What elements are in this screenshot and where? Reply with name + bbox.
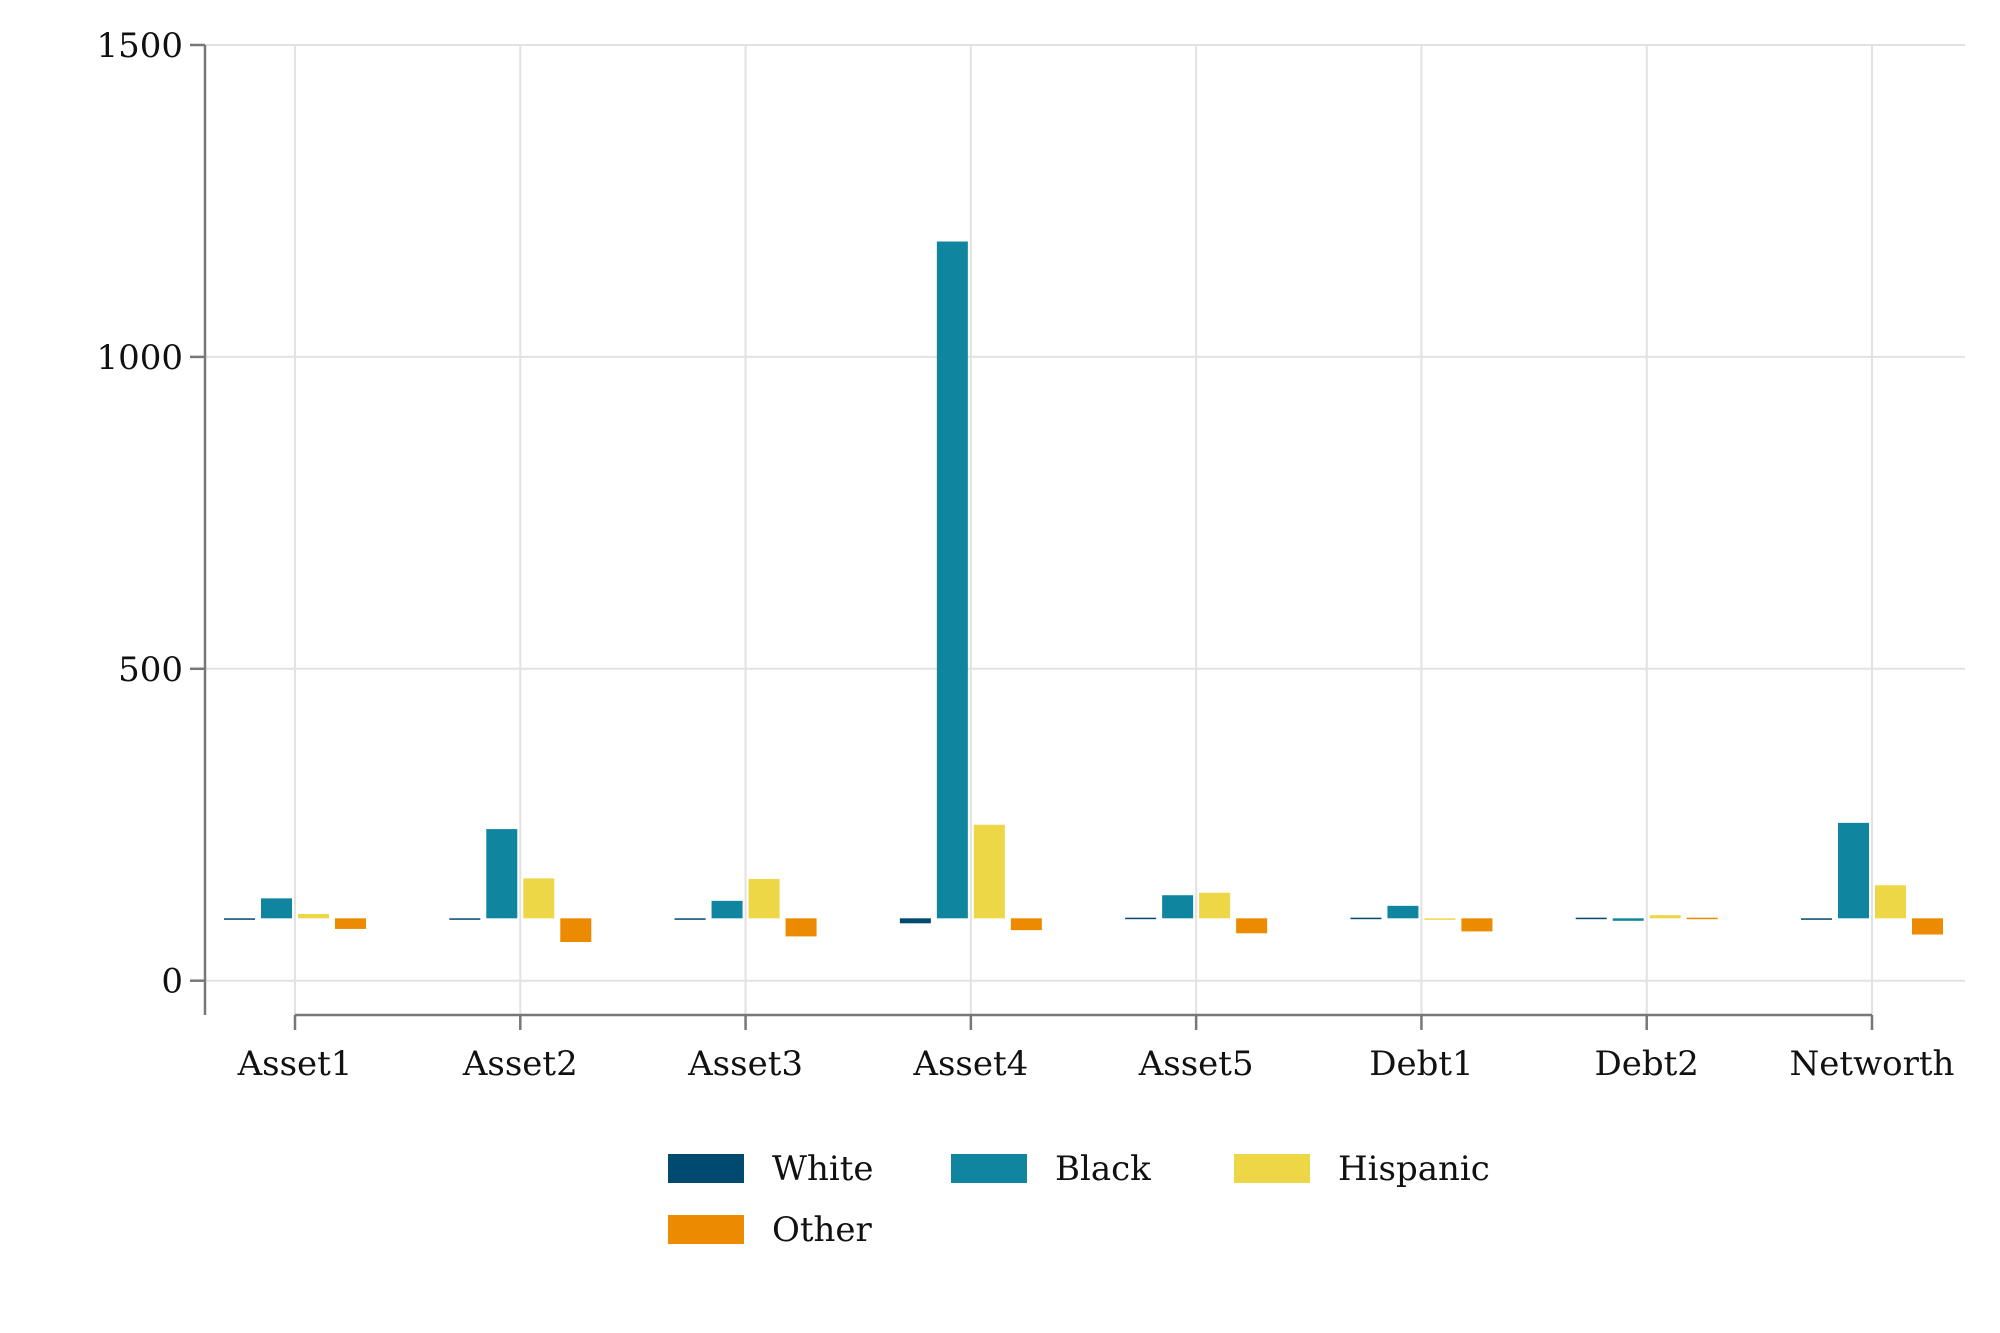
bar-hispanic-debt1 bbox=[1424, 918, 1456, 920]
bar-white-debt2 bbox=[1575, 917, 1607, 920]
bar-hispanic-asset3 bbox=[748, 879, 780, 919]
legend-label-other: Other bbox=[772, 1210, 873, 1250]
bar-other-asset3 bbox=[785, 918, 817, 937]
bar-white-networth bbox=[1801, 918, 1832, 920]
legend-label-hispanic: Hispanic bbox=[1338, 1149, 1490, 1189]
bar-black-asset3 bbox=[711, 900, 743, 919]
x-tick-label: Asset4 bbox=[912, 1044, 1028, 1084]
bar-white-debt1 bbox=[1350, 917, 1382, 920]
bar-other-networth bbox=[1912, 918, 1943, 935]
x-tick-label: Debt1 bbox=[1369, 1044, 1473, 1084]
axis-layer: 0 500 1000 1500 Asset1 Asset2 Asset3 Asset4 Asse… bbox=[96, 26, 1954, 1084]
bar-other-asset4 bbox=[1010, 918, 1042, 931]
x-tick-label: Asset3 bbox=[687, 1044, 803, 1084]
bar-white-asset2 bbox=[449, 918, 481, 920]
bar-other-debt1 bbox=[1461, 918, 1493, 932]
legend-label-white: White bbox=[772, 1149, 874, 1189]
bar-black-asset1 bbox=[261, 898, 292, 919]
y-tick-label: 1000 bbox=[96, 338, 183, 378]
grid-layer bbox=[205, 44, 1965, 1015]
legend-swatch-white bbox=[668, 1154, 744, 1183]
bar-other-debt2 bbox=[1686, 917, 1718, 920]
x-tick-label: Asset2 bbox=[462, 1044, 578, 1084]
legend-swatch-other bbox=[668, 1215, 744, 1244]
bar-other-asset1 bbox=[335, 918, 366, 929]
x-tick-label: Debt2 bbox=[1594, 1044, 1698, 1084]
x-tick-label: Asset1 bbox=[237, 1044, 353, 1084]
bar-black-asset5 bbox=[1162, 895, 1194, 919]
bar-other-asset2 bbox=[560, 918, 592, 943]
bar-white-asset1 bbox=[224, 918, 255, 920]
bar-black-networth bbox=[1838, 822, 1869, 919]
bar-hispanic-networth bbox=[1875, 885, 1906, 919]
bar-white-asset5 bbox=[1125, 917, 1157, 920]
legend-swatch-black bbox=[951, 1154, 1027, 1183]
legend: White Black Hispanic Other bbox=[668, 1149, 1490, 1250]
bar-other-asset5 bbox=[1236, 918, 1268, 934]
bar-white-asset3 bbox=[674, 918, 706, 920]
x-tick-label: Asset5 bbox=[1138, 1044, 1254, 1084]
y-tick-label: 500 bbox=[118, 650, 183, 690]
x-tick-label: Networth bbox=[1790, 1044, 1955, 1084]
y-tick-label: 1500 bbox=[96, 26, 183, 66]
bar-black-debt1 bbox=[1387, 905, 1419, 919]
bar-hispanic-debt2 bbox=[1649, 915, 1681, 919]
legend-label-black: Black bbox=[1055, 1149, 1151, 1189]
bar-hispanic-asset5 bbox=[1199, 892, 1231, 919]
legend-swatch-hispanic bbox=[1234, 1154, 1310, 1183]
bar-black-asset2 bbox=[486, 829, 518, 919]
bar-black-debt2 bbox=[1612, 918, 1644, 921]
bar-hispanic-asset4 bbox=[973, 824, 1005, 919]
y-tick-label: 0 bbox=[161, 962, 183, 1002]
bar-black-asset4 bbox=[936, 241, 968, 919]
bar-hispanic-asset1 bbox=[298, 913, 329, 919]
bar-white-asset4 bbox=[899, 918, 931, 924]
bar-layer bbox=[224, 241, 1943, 943]
bar-hispanic-asset2 bbox=[523, 878, 555, 919]
